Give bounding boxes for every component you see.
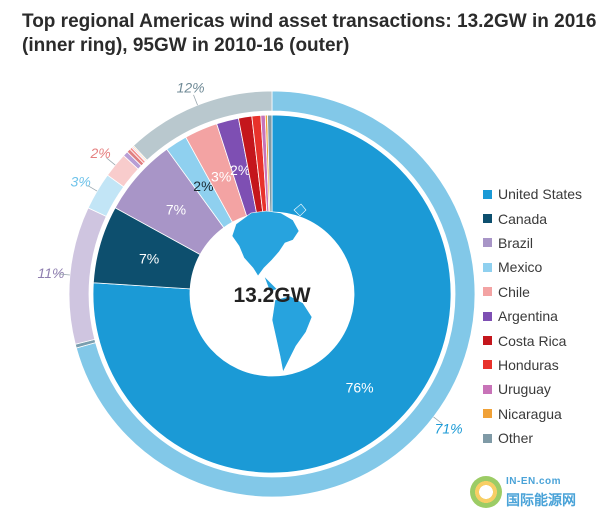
- legend-item-costa-rica: Costa Rica: [483, 328, 582, 352]
- legend-swatch: [483, 384, 492, 394]
- legend-item-united-states: United States: [483, 182, 582, 206]
- legend-item-other: Other: [483, 426, 582, 450]
- outer-label-united-states: 71%: [435, 421, 463, 437]
- chart-title: Top regional Americas wind asset transac…: [22, 10, 597, 58]
- legend-item-canada: Canada: [483, 206, 582, 230]
- legend-item-brazil: Brazil: [483, 231, 582, 255]
- watermark-logo-icon: [470, 476, 502, 508]
- leader-line-chile: [106, 157, 116, 166]
- legend-swatch: [483, 311, 492, 321]
- leader-line-mexico: [87, 185, 98, 192]
- outer-slice-other: [132, 90, 273, 161]
- legend-swatch: [483, 360, 492, 370]
- legend-label: Brazil: [498, 234, 534, 251]
- legend-item-chile: Chile: [483, 280, 582, 304]
- outer-ring: 71%11%3%2%12%: [37, 79, 476, 498]
- legend-item-nicaragua: Nicaragua: [483, 402, 582, 426]
- legend-swatch: [483, 189, 492, 199]
- legend-item-argentina: Argentina: [483, 304, 582, 328]
- legend-label: Other: [498, 430, 534, 447]
- legend-label: Costa Rica: [498, 332, 567, 349]
- watermark-site: IN-EN.com: [506, 476, 562, 487]
- watermark: IN-EN.com 国际能源网: [470, 470, 595, 514]
- legend-swatch: [483, 238, 492, 248]
- legend-label: Honduras: [498, 356, 559, 373]
- legend-label: Mexico: [498, 259, 543, 276]
- center-total-label: 13.2GW: [233, 284, 310, 307]
- legend-label: Uruguay: [498, 381, 551, 398]
- legend-swatch: [483, 287, 492, 297]
- legend-label: Argentina: [498, 308, 558, 325]
- legend-item-uruguay: Uruguay: [483, 377, 582, 401]
- inner-slice-united-states: [92, 114, 452, 474]
- americas-map-icon: [231, 203, 313, 373]
- inner-ring: 76%7%7%2%3%2%: [92, 114, 452, 474]
- legend-label: Chile: [498, 283, 530, 300]
- outer-label-other: 12%: [177, 79, 205, 95]
- outer-slice-united-states: [75, 90, 476, 498]
- leader-line-united-states: [433, 416, 443, 424]
- chart-title-line-2: (inner ring), 95GW in 2010-16 (outer): [22, 35, 350, 56]
- inner-label-argentina: 2%: [230, 162, 250, 178]
- legend-swatch: [483, 409, 492, 419]
- outer-label-mexico: 3%: [71, 173, 91, 189]
- legend-item-mexico: Mexico: [483, 255, 582, 279]
- legend-item-honduras: Honduras: [483, 353, 582, 377]
- legend-label: United States: [498, 186, 583, 203]
- legend-swatch: [483, 214, 492, 224]
- inner-label-canada: 7%: [139, 250, 159, 266]
- legend-swatch: [483, 262, 492, 272]
- inner-label-united-states: 76%: [346, 379, 374, 395]
- legend-label: Canada: [498, 210, 548, 227]
- legend-swatch: [483, 433, 492, 443]
- inner-label-chile: 3%: [211, 169, 231, 185]
- watermark-name: 国际能源网: [506, 493, 576, 509]
- chart-title-line-1: Top regional Americas wind asset transac…: [22, 11, 597, 32]
- leader-line-other: [193, 94, 198, 106]
- legend-label: Nicaragua: [498, 405, 562, 422]
- center-hole: [193, 215, 351, 373]
- legend: United States Canada Brazil Mexico Chile Arge…: [483, 182, 582, 450]
- leader-line-brazil: [58, 273, 70, 276]
- outer-label-chile: 2%: [89, 145, 110, 161]
- legend-swatch: [483, 336, 492, 346]
- inner-label-brazil: 7%: [166, 201, 186, 217]
- outer-label-brazil: 11%: [37, 265, 64, 281]
- center-area: 13.2GW: [193, 203, 351, 373]
- inner-label-mexico: 2%: [193, 178, 213, 194]
